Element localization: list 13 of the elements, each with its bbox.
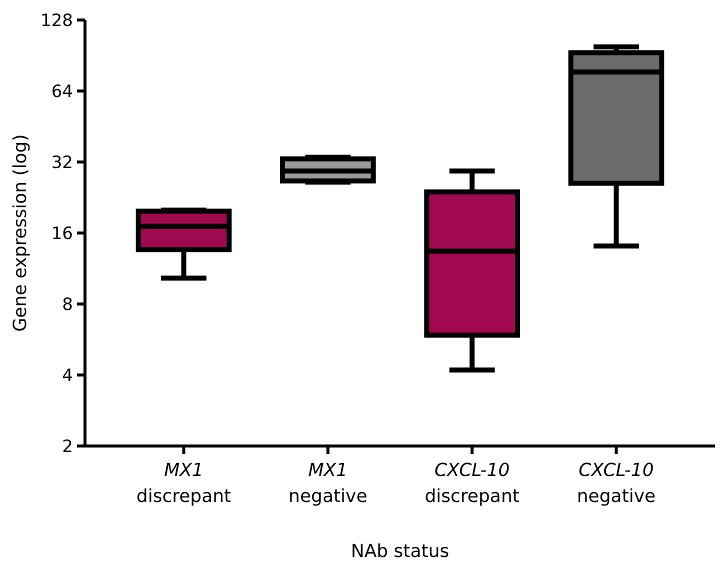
y-tick-label: 16	[51, 224, 73, 244]
y-axis-title: Gene expression (log)	[10, 134, 31, 332]
y-tick-label: 32	[51, 152, 73, 173]
y-tick-label: 4	[62, 366, 73, 386]
y-tick-label: 2	[62, 436, 73, 457]
x-tick-label: CXCL-10 discrepant	[424, 460, 520, 507]
y-tick-label: 64	[51, 82, 73, 102]
x-tick-label: MX1 negative	[288, 460, 368, 507]
x-tick-label: MX1 discrepant	[136, 460, 232, 507]
x-tick-label: CXCL-10 negative	[576, 460, 656, 507]
x-axis-title: NAb status	[350, 541, 450, 562]
y-tick-label: 8	[62, 294, 73, 315]
y-tick-label: 128	[40, 10, 73, 31]
